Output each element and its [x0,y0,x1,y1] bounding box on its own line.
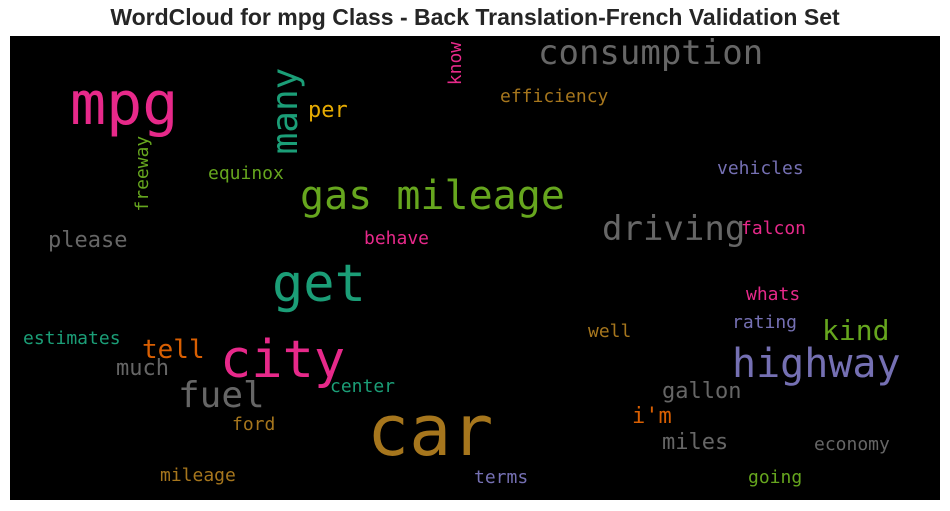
word-economy: economy [814,434,890,455]
word-much: much [116,356,169,381]
word-mpg: mpg [70,69,179,139]
word-falcon: falcon [741,218,807,239]
word-get: get [272,254,366,314]
word-city: city [220,330,346,390]
word-rating: rating [732,312,798,333]
word-know: know [445,41,466,86]
word-fuel: fuel [178,375,265,416]
chart-title: WordCloud for mpg Class - Back Translati… [110,4,840,30]
word-gallon: gallon [662,379,742,404]
word-terms: terms [474,467,529,488]
word-vehicles: vehicles [717,158,804,179]
word-freeway: freeway [132,135,153,212]
word-ford: ford [232,414,276,435]
word-efficiency: efficiency [500,86,609,107]
word-tell: tell [142,335,205,365]
word-car: car [367,390,494,472]
word-highway: highway [732,341,901,387]
word-consumption: consumption [538,36,764,73]
word-per: per [308,98,348,123]
word-many: many [265,67,306,155]
word-miles: miles [662,430,729,455]
word-kind: kind [822,314,890,347]
word-going: going [748,467,803,488]
word-driving: driving [602,209,746,249]
word-center: center [330,376,396,397]
word-equinox: equinox [208,163,284,184]
wordcloud-canvas: car mpg city get highway gas mileage consumpti… [10,36,940,500]
word-mileage: mileage [160,465,236,486]
word-behave: behave [364,228,430,249]
word-whats: whats [746,284,801,305]
word-well: well [588,321,632,342]
word-estimates: estimates [23,328,121,349]
word-gas-mileage: gas mileage [300,173,565,219]
word-please: please [48,228,128,253]
word-i-m: i'm [632,404,672,429]
